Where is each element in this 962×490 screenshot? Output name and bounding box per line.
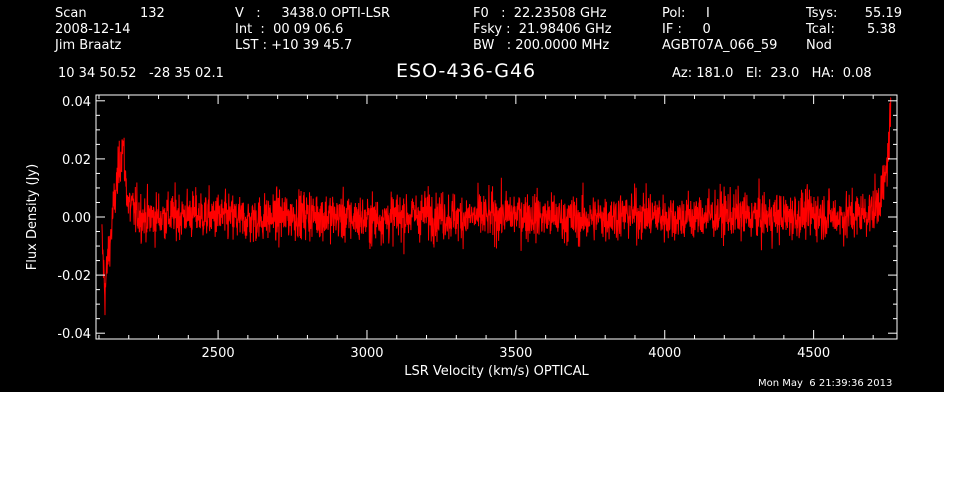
y-tick-label: 0.02 [62,153,91,168]
header-tsys-label: Tsys: [806,6,838,21]
y-tick-label: -0.02 [57,269,91,284]
header-date: 2008-12-14 [55,22,131,37]
y-axis-label: Flux Density (Jy) [25,164,40,270]
y-tick-label: 0.00 [62,211,91,226]
header-velocity: V : 3438.0 OPTI-LSR [235,6,391,21]
header-nod-label: Nod [806,38,832,53]
tick-layer: 2500 3000 3500 4000 4500 -0.04 -0.02 0.00 0.02 0.… [57,95,897,361]
header-observer: Jim Braatz [55,38,122,53]
x-tick-label: 4000 [648,346,681,361]
header-rest-frequency: F0 : 22.23508 GHz [473,6,607,21]
source-name: ESO-436-G46 [396,60,537,82]
spectrum-trace [101,97,892,316]
x-tick-label: 3500 [499,346,532,361]
header-sky-frequency: Fsky : 21.98406 GHz [473,22,612,37]
plot-panel: Scan 132 2008-12-14 Jim Braatz V : 3438.… [0,0,944,392]
header-tcal-label: Tcal: [806,22,835,37]
header-if: IF : 0 [662,22,711,37]
spectrum-chart: 2500 3000 3500 4000 4500 -0.04 -0.02 0.00 0.02 0.… [25,94,898,379]
header-project: AGBT07A_066_59 [662,38,778,53]
header-integration: Int : 00 09 06.6 [235,22,344,37]
header-bandwidth: BW : 200.0000 MHz [473,38,610,53]
x-axis-label: LSR Velocity (km/s) OPTICAL [404,364,589,379]
header-tsys-value: 55.19 [864,6,902,21]
x-tick-label: 4500 [797,346,830,361]
plot-timestamp: Mon May 6 21:39:36 2013 [758,378,893,389]
header-scan-number: 132 [140,6,165,21]
y-tick-label: 0.04 [62,95,91,110]
header-coordinates: 10 34 50.52 -28 35 02.1 [58,66,224,81]
header-scan-label: Scan [55,6,87,21]
x-tick-label: 3000 [350,346,383,361]
y-tick-label: -0.04 [57,327,91,342]
x-tick-label: 2500 [202,346,235,361]
header-polarization: Pol: I [662,6,710,21]
header-tcal-value: 5.38 [867,22,896,37]
header-pointing: Az: 181.0 El: 23.0 HA: 0.08 [672,66,872,81]
trace-layer [101,97,892,316]
header-lst: LST : +10 39 45.7 [235,38,353,53]
